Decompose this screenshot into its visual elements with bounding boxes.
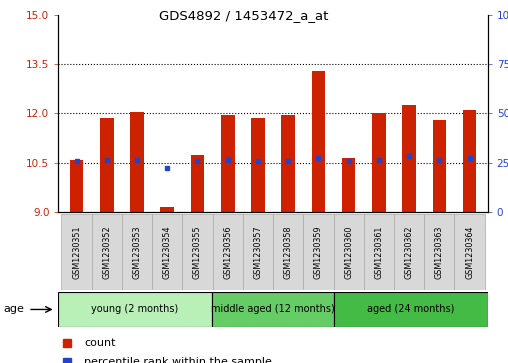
Bar	[311, 70, 325, 212]
Bar	[61, 214, 91, 290]
Bar	[424, 214, 455, 290]
Text: GSM1230364: GSM1230364	[465, 225, 474, 279]
Text: aged (24 months): aged (24 months)	[367, 305, 455, 314]
Bar	[251, 118, 265, 212]
Bar	[212, 214, 243, 290]
Bar	[463, 110, 477, 212]
Bar	[455, 214, 485, 290]
Text: GSM1230354: GSM1230354	[163, 225, 172, 279]
Bar	[122, 214, 152, 290]
Bar	[100, 118, 114, 212]
Text: GSM1230351: GSM1230351	[72, 225, 81, 279]
Bar	[130, 112, 144, 212]
Text: GSM1230357: GSM1230357	[253, 225, 263, 279]
Bar	[394, 214, 424, 290]
Bar	[303, 214, 334, 290]
Bar	[334, 214, 364, 290]
Bar	[243, 214, 273, 290]
Bar	[364, 214, 394, 290]
Bar	[152, 214, 182, 290]
Text: GSM1230355: GSM1230355	[193, 225, 202, 279]
Text: age: age	[3, 305, 24, 314]
Bar	[334, 292, 488, 327]
Text: percentile rank within the sample: percentile rank within the sample	[84, 357, 272, 363]
Text: GSM1230359: GSM1230359	[314, 225, 323, 279]
Text: GSM1230352: GSM1230352	[102, 225, 111, 279]
Bar	[182, 214, 212, 290]
Text: GSM1230356: GSM1230356	[223, 225, 232, 279]
Bar	[212, 292, 334, 327]
Bar	[58, 292, 212, 327]
Text: GSM1230361: GSM1230361	[374, 225, 384, 279]
Bar	[190, 155, 204, 212]
Text: young (2 months): young (2 months)	[91, 305, 179, 314]
Bar	[91, 214, 122, 290]
Text: GSM1230363: GSM1230363	[435, 225, 444, 279]
Bar	[161, 207, 174, 212]
Text: GSM1230362: GSM1230362	[404, 225, 414, 279]
Bar	[342, 158, 356, 212]
Text: GSM1230360: GSM1230360	[344, 225, 353, 279]
Bar	[70, 160, 83, 212]
Bar	[372, 114, 386, 212]
Bar	[281, 115, 295, 212]
Text: GDS4892 / 1453472_a_at: GDS4892 / 1453472_a_at	[159, 9, 329, 22]
Bar	[402, 105, 416, 212]
Text: GSM1230358: GSM1230358	[283, 225, 293, 279]
Text: GSM1230353: GSM1230353	[133, 225, 142, 279]
Bar	[221, 115, 235, 212]
Bar	[273, 214, 303, 290]
Bar	[432, 120, 446, 212]
Text: middle aged (12 months): middle aged (12 months)	[211, 305, 335, 314]
Text: count: count	[84, 338, 116, 347]
